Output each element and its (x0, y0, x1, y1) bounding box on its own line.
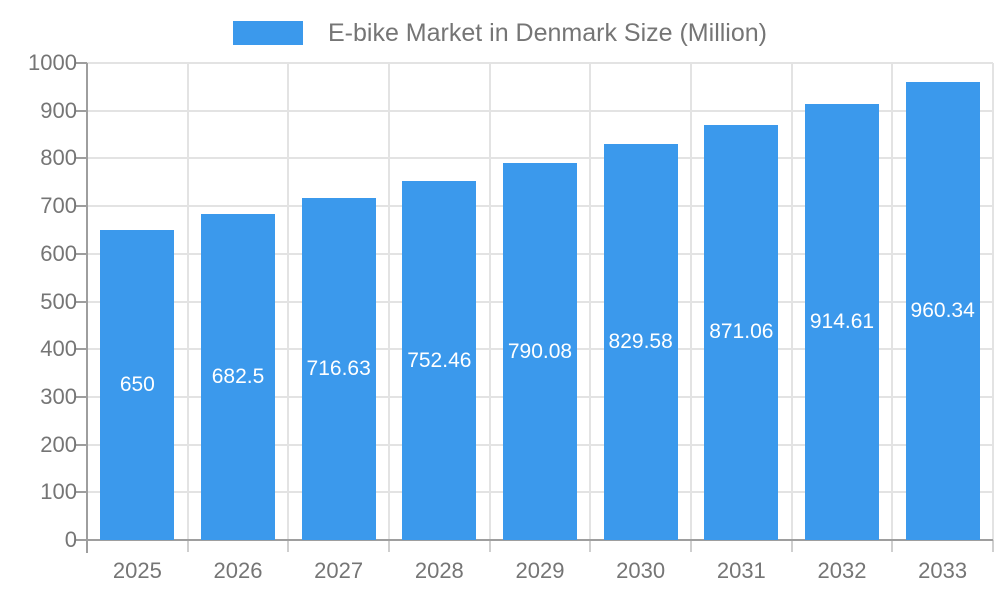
y-tick (75, 443, 87, 446)
bar-value-label: 914.61 (809, 309, 875, 333)
x-axis-line (87, 539, 993, 541)
y-tick-label: 100 (40, 479, 77, 505)
y-tick (75, 395, 87, 398)
bar-value-label: 960.34 (910, 298, 975, 322)
x-gridline (186, 63, 189, 540)
y-tick-label: 700 (40, 193, 77, 219)
y-tick (75, 252, 87, 255)
y-tick-label: 200 (40, 431, 77, 457)
bar-value-label: 682.5 (211, 365, 265, 389)
y-tick (75, 300, 87, 303)
y-tick (75, 62, 87, 64)
chart-legend[interactable]: E-bike Market in Denmark Size (Million) (0, 19, 1000, 47)
x-axis-label: 2029 (515, 558, 565, 583)
x-gridline (891, 63, 894, 540)
x-axis-label: 2031 (716, 558, 766, 583)
bar-value-label: 790.08 (507, 339, 573, 363)
y-tick (75, 491, 87, 494)
x-tick (186, 540, 189, 552)
x-gridline (388, 63, 390, 540)
x-gridline (488, 63, 491, 540)
plot-area: 0 100 200 300 400 500 600 700 800 900 1000 650 2025 6… (28, 50, 994, 583)
y-tick-label: 600 (40, 240, 77, 266)
y-gridline (87, 62, 993, 64)
bar[interactable] (805, 103, 879, 540)
bar[interactable] (402, 181, 477, 540)
bar[interactable] (201, 214, 275, 540)
x-gridline (690, 63, 692, 540)
y-gridline (87, 109, 993, 112)
x-tick (891, 540, 894, 552)
x-gridline (287, 63, 290, 540)
bar[interactable] (704, 124, 779, 540)
bar[interactable] (301, 198, 376, 540)
x-axis-label: 2032 (817, 558, 867, 583)
legend-swatch (232, 21, 303, 45)
x-axis-label: 2028 (414, 558, 464, 583)
x-tick (589, 540, 592, 552)
x-gridline (589, 63, 592, 540)
x-axis-label: 2026 (213, 558, 263, 583)
x-tick (388, 540, 390, 552)
bar[interactable] (503, 163, 577, 540)
y-tick-label: 1000 (28, 50, 77, 75)
x-axis-label: 2033 (918, 558, 968, 583)
x-gridline (992, 63, 994, 540)
y-tick (75, 539, 87, 541)
y-tick-label: 0 (64, 527, 77, 552)
y-tick (75, 348, 87, 351)
x-gridline (790, 63, 793, 540)
bar-value-label: 752.46 (407, 348, 472, 372)
y-tick (75, 205, 87, 208)
y-tick-label: 800 (40, 145, 77, 171)
bar-value-label: 871.06 (709, 320, 774, 344)
x-tick (992, 540, 994, 552)
y-tick-label: 300 (40, 383, 77, 409)
y-gridline (87, 157, 993, 160)
y-tick (75, 109, 87, 112)
y-tick-label: 900 (40, 97, 77, 123)
x-tick (790, 540, 793, 552)
y-axis-line (86, 63, 88, 553)
x-axis-label: 2030 (616, 558, 666, 583)
x-tick (287, 540, 290, 552)
x-tick (690, 540, 692, 552)
x-tick (488, 540, 491, 552)
bar[interactable] (100, 229, 175, 540)
y-tick (75, 157, 87, 160)
x-axis-label: 2025 (112, 558, 162, 583)
bar[interactable] (905, 81, 980, 540)
y-tick-label: 500 (40, 288, 77, 314)
bar-value-label: 650 (119, 372, 155, 396)
x-axis-label: 2027 (314, 558, 364, 583)
legend-label: E-bike Market in Denmark Size (Million) (327, 19, 767, 47)
bar[interactable] (603, 144, 678, 540)
bar-value-label: 829.58 (608, 330, 673, 354)
bar-value-label: 716.63 (306, 357, 371, 381)
y-tick-label: 400 (40, 336, 77, 362)
